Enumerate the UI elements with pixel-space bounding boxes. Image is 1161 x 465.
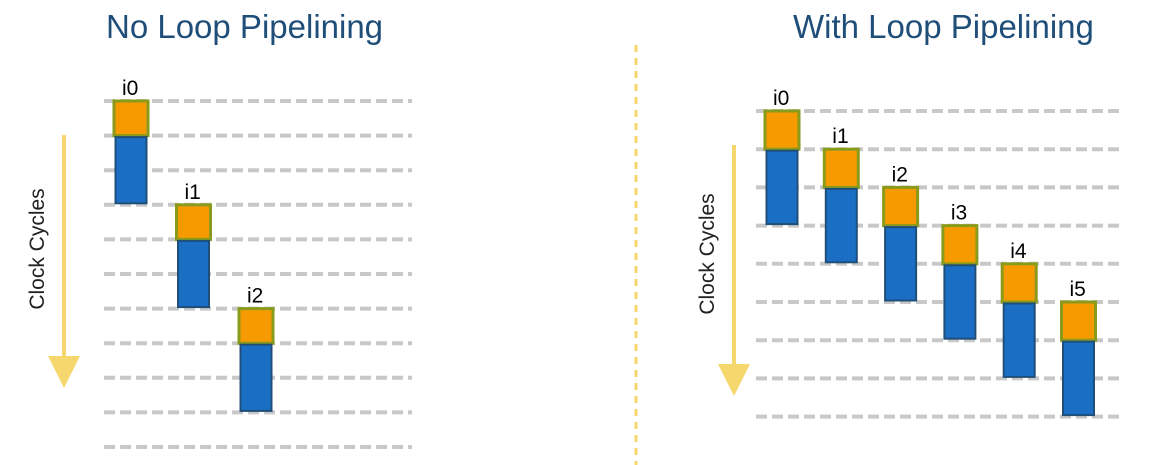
first-stage-block	[822, 147, 860, 189]
remaining-stages-block	[824, 187, 858, 264]
remaining-stages-block	[943, 264, 977, 340]
remaining-stages-block	[884, 226, 918, 302]
iteration-label: i0	[122, 77, 138, 100]
first-stage-block	[175, 203, 212, 241]
iteration-label: i4	[1010, 240, 1027, 263]
first-stage-block	[112, 99, 150, 138]
remaining-stages-block	[239, 343, 273, 412]
remaining-stages-block	[1002, 302, 1036, 378]
iteration-label: i2	[892, 163, 908, 186]
clock-cycles-label: Clock Cycles	[696, 193, 719, 314]
iteration-label: i5	[1070, 278, 1086, 301]
iteration-label: i0	[773, 87, 789, 110]
first-stage-block	[941, 224, 979, 266]
iteration-label: i3	[951, 202, 967, 225]
iteration-label: i2	[247, 285, 263, 308]
first-stage-block	[1000, 262, 1038, 304]
iteration-label: i1	[832, 125, 848, 148]
remaining-stages-block	[114, 136, 148, 205]
remaining-stages-block	[177, 239, 210, 309]
title-with-pipelining: With Loop Pipelining	[793, 8, 1094, 45]
right-panel: Clock Cycles i0 i1 i2 i3 i4 i5	[696, 87, 1122, 419]
first-stage-block	[1060, 300, 1097, 342]
remaining-stages-block	[765, 149, 799, 226]
first-stage-block	[763, 109, 801, 151]
left-panel: Clock Cycles i0 i1 i2	[26, 77, 412, 449]
first-stage-block	[882, 185, 920, 228]
clock-cycles-label: Clock Cycles	[26, 188, 49, 309]
first-stage-block	[237, 307, 275, 345]
title-no-pipelining: No Loop Pipelining	[106, 8, 384, 45]
remaining-stages-block	[1062, 340, 1095, 417]
iteration-label: i1	[185, 181, 201, 204]
